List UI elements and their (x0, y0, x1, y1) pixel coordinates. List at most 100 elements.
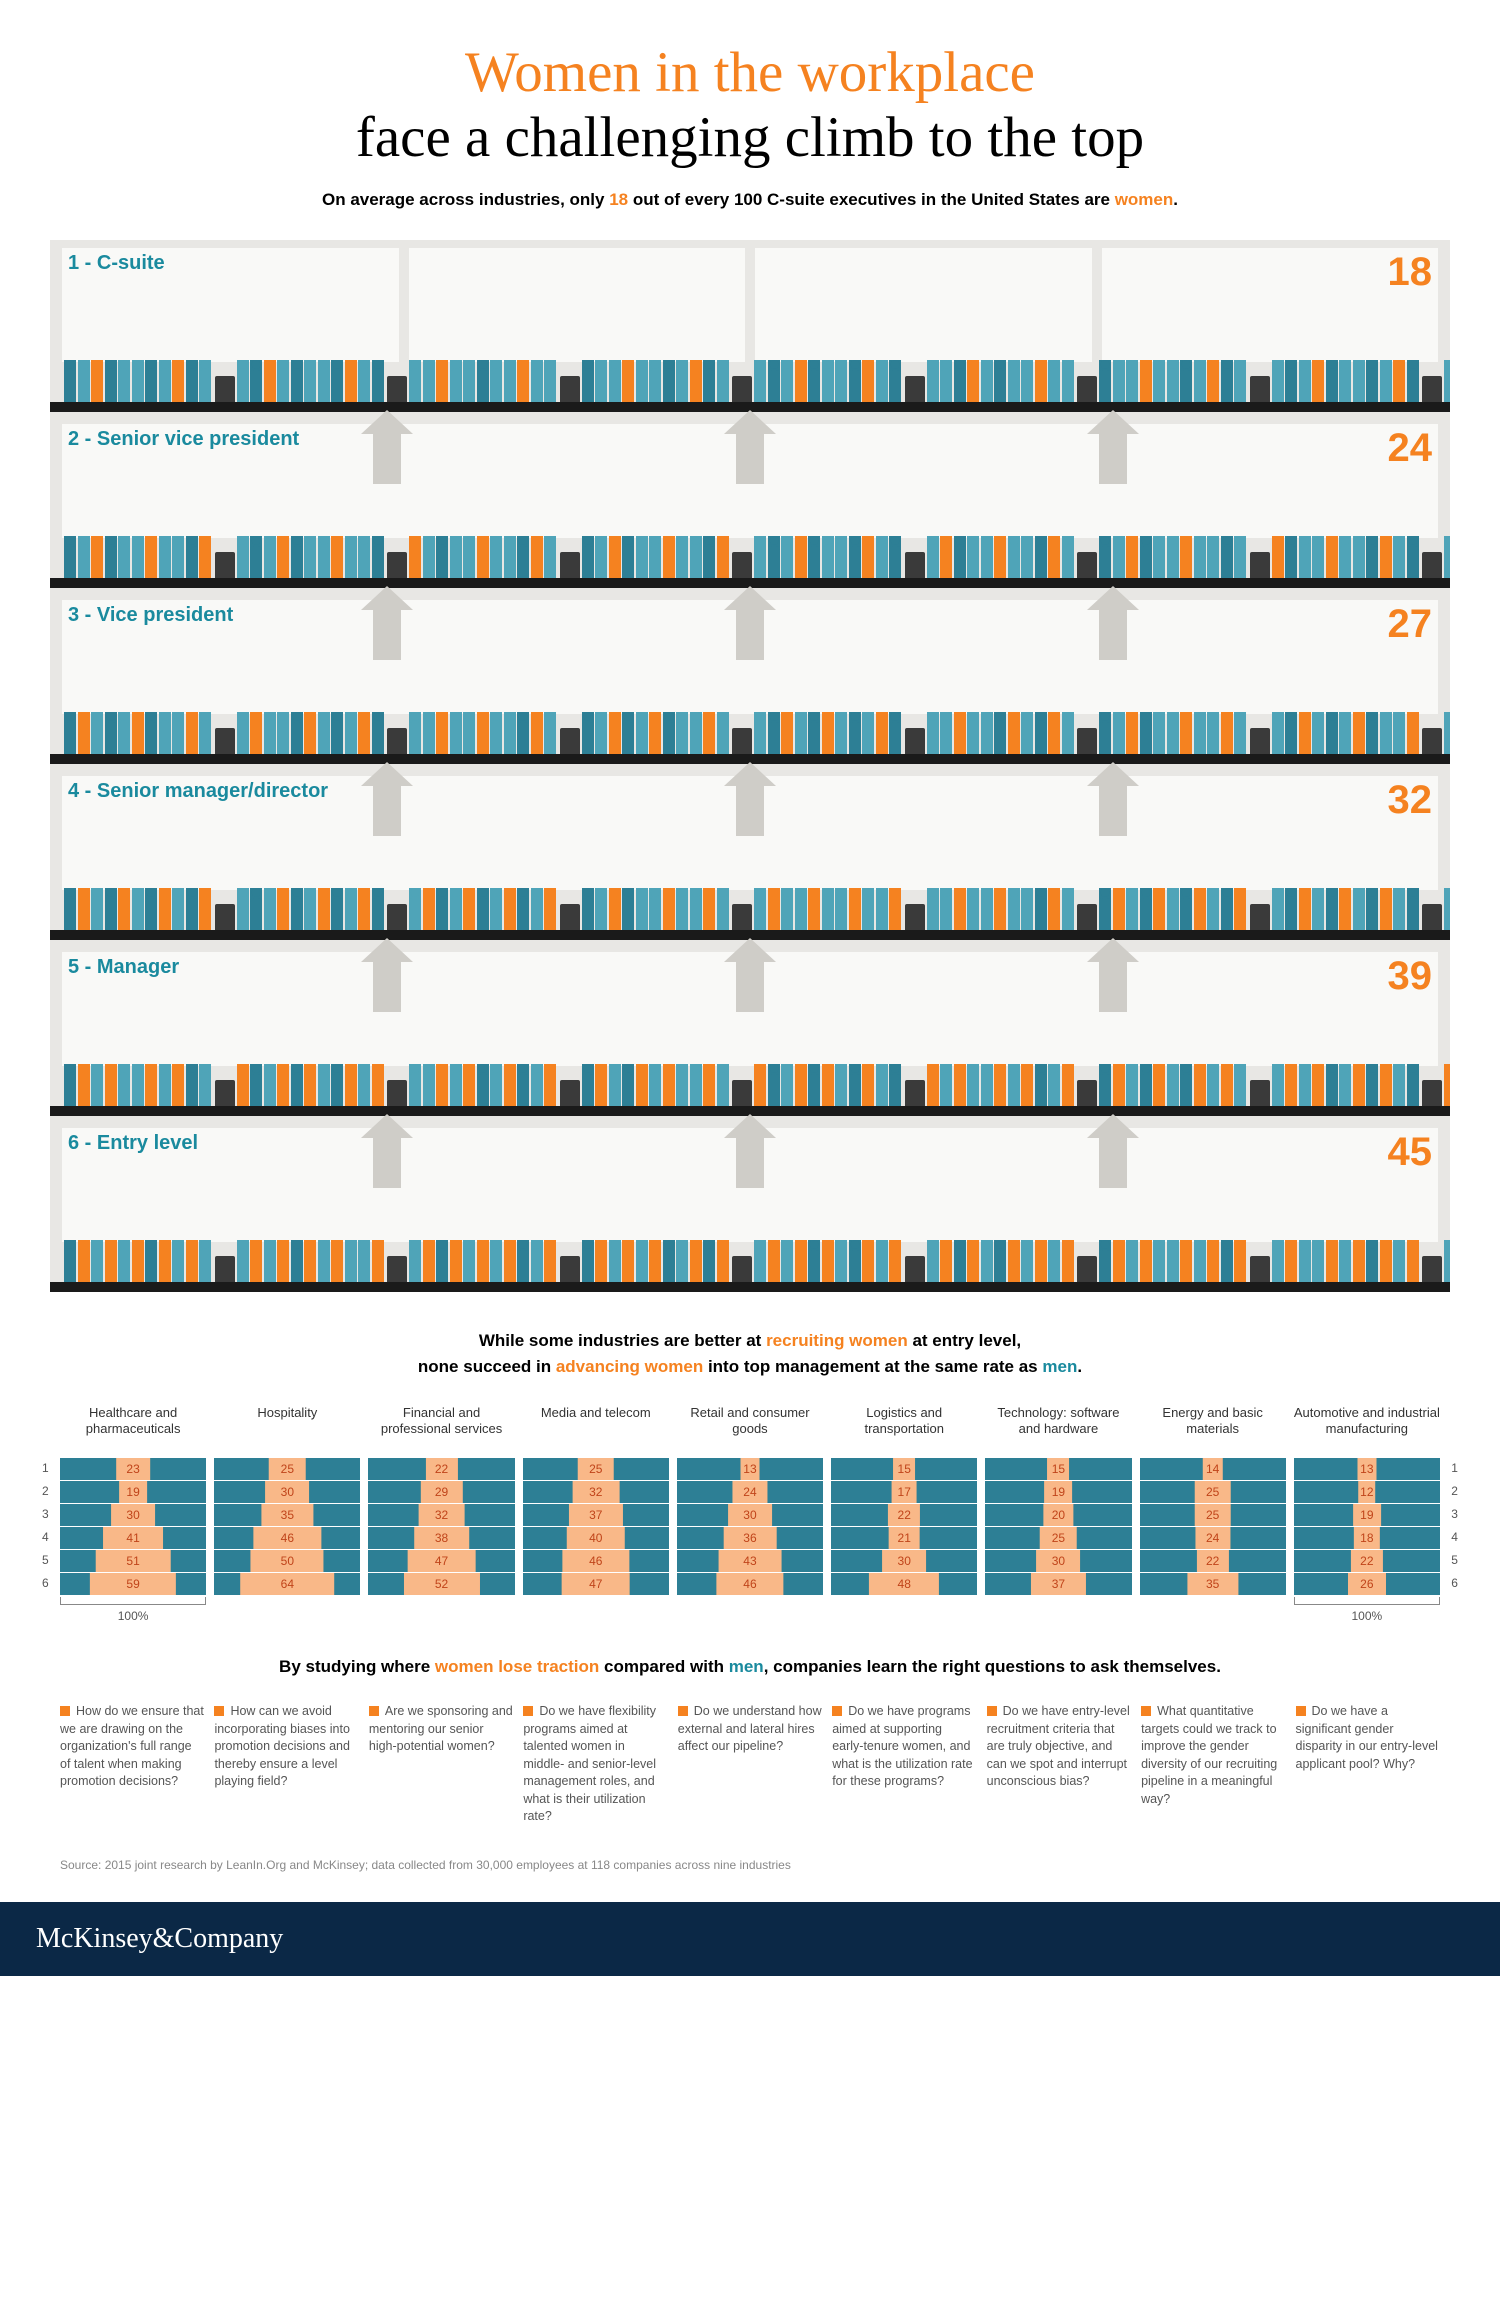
funnel-col: Healthcare and pharmaceuticals1234562319… (60, 1405, 206, 1623)
funnel-row: 25 (523, 1458, 669, 1480)
level-num: 2 (1451, 1480, 1458, 1503)
funnel-row: 47 (523, 1573, 669, 1595)
desk-icon (732, 1256, 752, 1282)
people-row (50, 820, 1450, 930)
desk-icon (560, 376, 580, 402)
person-woman-icon (862, 536, 874, 578)
funnel-value: 32 (589, 1485, 602, 1499)
question-text: Do we have entry-level recruitment crite… (987, 1704, 1130, 1788)
person-man-icon (1326, 712, 1338, 754)
person-woman-icon (1299, 712, 1311, 754)
person-man-icon (318, 536, 330, 578)
person-woman-icon (822, 712, 834, 754)
desk-icon (215, 904, 235, 930)
subtitle-number: 18 (609, 190, 628, 209)
person-woman-icon (849, 888, 861, 930)
person-man-icon (1272, 712, 1284, 754)
person-woman-icon (1272, 536, 1284, 578)
person-man-icon (1062, 360, 1074, 402)
person-woman-icon (91, 360, 103, 402)
person-man-icon (318, 1240, 330, 1282)
person-woman-icon (795, 360, 807, 402)
bullet-icon (60, 1706, 70, 1716)
person-man-icon (636, 888, 648, 930)
t: . (1173, 190, 1178, 209)
person-man-icon (277, 360, 289, 402)
funnel-bars: 151920253037 (985, 1457, 1131, 1597)
person-man-icon (450, 712, 462, 754)
desk-icon (732, 552, 752, 578)
person-man-icon (331, 712, 343, 754)
person-woman-icon (940, 1240, 952, 1282)
person-woman-icon (1048, 536, 1060, 578)
person-woman-icon (264, 360, 276, 402)
person-woman-icon (1221, 1064, 1233, 1106)
floor-4: 4 - Senior manager/director32 (50, 768, 1450, 940)
person-woman-icon (717, 536, 729, 578)
funnel-bars: 222932384752 (368, 1457, 514, 1597)
question-text: How can we avoid incorporating biases in… (214, 1704, 350, 1788)
person-woman-icon (622, 360, 634, 402)
person-man-icon (490, 1240, 502, 1282)
person-woman-icon (531, 712, 543, 754)
bullet-icon (523, 1706, 533, 1716)
person-man-icon (717, 360, 729, 402)
person-woman-icon (277, 1064, 289, 1106)
person-woman-icon (636, 1064, 648, 1106)
person-man-icon (1021, 888, 1033, 930)
person-man-icon (808, 1240, 820, 1282)
desk-icon (1250, 728, 1270, 754)
person-man-icon (345, 888, 357, 930)
funnel-row: 22 (368, 1458, 514, 1480)
person-man-icon (531, 888, 543, 930)
person-woman-icon (1285, 1240, 1297, 1282)
funnel-bars: 142525242235 (1140, 1457, 1286, 1597)
person-woman-icon (663, 1064, 675, 1106)
person-man-icon (876, 536, 888, 578)
funnel-row: 26 (1294, 1573, 1440, 1595)
t: out of every 100 C-suite executives in t… (628, 190, 1115, 209)
person-woman-icon (504, 888, 516, 930)
funnel-row: 12 (1294, 1481, 1440, 1503)
person-woman-icon (372, 1240, 384, 1282)
funnel-bars: 151722213048 (831, 1457, 977, 1597)
funnel-row: 30 (985, 1550, 1131, 1572)
question-text: Do we have flexibility programs aimed at… (523, 1704, 656, 1823)
person-woman-icon (994, 888, 1006, 930)
person-woman-icon (609, 888, 621, 930)
desk-icon (1250, 552, 1270, 578)
person-man-icon (1326, 360, 1338, 402)
people-row (50, 644, 1450, 754)
person-woman-icon (237, 1064, 249, 1106)
funnel-row: 64 (214, 1573, 360, 1595)
pct-bracket (1294, 1597, 1440, 1605)
person-man-icon (1062, 712, 1074, 754)
person-man-icon (1285, 536, 1297, 578)
person-man-icon (1444, 1240, 1450, 1282)
person-man-icon (358, 1064, 370, 1106)
desk-icon (1422, 376, 1442, 402)
desk-icon (560, 552, 580, 578)
person-woman-icon (795, 536, 807, 578)
person-woman-icon (436, 360, 448, 402)
funnel-row: 18 (1294, 1527, 1440, 1549)
desk-icon (387, 904, 407, 930)
funnel-value: 47 (435, 1554, 448, 1568)
funnel-title: Technology: software and hardware (985, 1405, 1131, 1451)
desk-icon (1422, 904, 1442, 930)
floor-label: 3 - Vice president (68, 604, 233, 627)
funnel-row: 23 (60, 1458, 206, 1480)
person-man-icon (291, 1064, 303, 1106)
person-man-icon (250, 536, 262, 578)
person-man-icon (849, 360, 861, 402)
person-woman-icon (1126, 712, 1138, 754)
person-man-icon (91, 712, 103, 754)
person-woman-icon (994, 536, 1006, 578)
person-man-icon (490, 536, 502, 578)
person-man-icon (1099, 1240, 1111, 1282)
person-woman-icon (1312, 360, 1324, 402)
person-man-icon (1339, 1240, 1351, 1282)
funnel-row: 19 (60, 1481, 206, 1503)
person-woman-icon (1380, 1240, 1392, 1282)
person-man-icon (358, 1240, 370, 1282)
